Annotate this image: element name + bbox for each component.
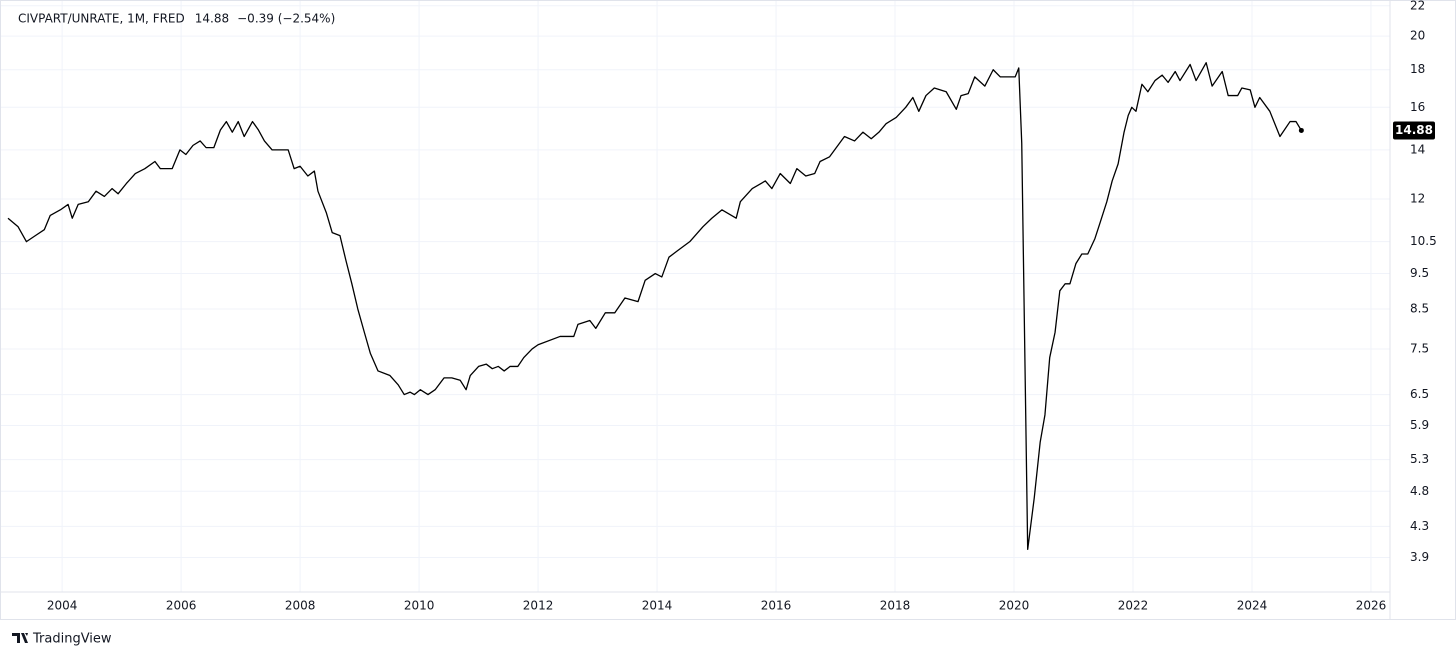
- y-tick-label: 22: [1410, 0, 1425, 12]
- change: −0.39 (−2.54%): [237, 12, 335, 26]
- logo: [12, 633, 28, 643]
- line: [7, 62, 1302, 551]
- x-tick-label: 2018: [880, 599, 911, 613]
- y-tick-label: 5.3: [1410, 452, 1429, 466]
- x-tick-label: 2024: [1237, 599, 1268, 613]
- x-tick-label: 2008: [285, 599, 316, 613]
- y-tick-label: 20: [1410, 29, 1425, 43]
- x-tick-label: 2004: [47, 599, 78, 613]
- y-tick-label: 12: [1410, 192, 1425, 206]
- x-tick-label: 2014: [642, 599, 673, 613]
- y-tick-label: 14: [1410, 142, 1425, 156]
- brand: TradingView: [32, 632, 112, 647]
- y-tick-label: 5.9: [1410, 418, 1429, 432]
- logo-mark: [12, 633, 28, 643]
- x-tick-label: 2010: [404, 599, 435, 613]
- x-tick-label: 2022: [1118, 599, 1149, 613]
- x-tick-label: 2012: [523, 599, 554, 613]
- last-point: [1298, 127, 1304, 133]
- y-tick-label: 16: [1410, 100, 1425, 114]
- last-value: 14.88: [195, 12, 229, 26]
- price-badge: [1393, 121, 1435, 140]
- y-tick-label: 18: [1410, 62, 1425, 76]
- y-tick-label: 4.8: [1410, 484, 1429, 498]
- chart-title: CIVPART/UNRATE, 1M, FRED: [18, 12, 185, 26]
- x-tick-label: 2026: [1356, 599, 1387, 613]
- x-tick-label: 2006: [166, 599, 197, 613]
- x-tick-label: 2020: [999, 599, 1030, 613]
- price-badge-label: 14.88: [1395, 123, 1433, 137]
- y-tick-label: 6.5: [1410, 387, 1429, 401]
- x-tick-label: 2016: [761, 599, 792, 613]
- y-tick-label: 7.5: [1410, 341, 1429, 355]
- y-tick-label: 9.5: [1410, 266, 1429, 280]
- y-tick-label: 4.3: [1410, 519, 1429, 533]
- y-tick-label: 10.5: [1410, 234, 1437, 248]
- y-tick-label: 8.5: [1410, 302, 1429, 316]
- grid: [0, 0, 1390, 592]
- y-tick-label: 3.9: [1410, 550, 1429, 564]
